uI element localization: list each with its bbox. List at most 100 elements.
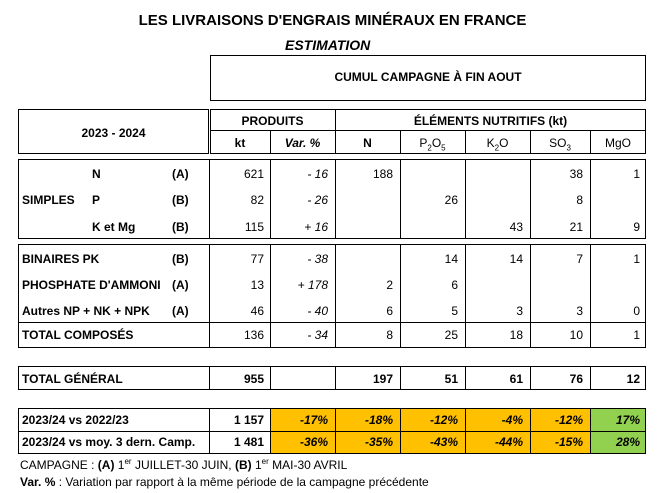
row-so3: -15% [554, 435, 583, 449]
row-campaign: (A) [172, 278, 189, 292]
row-kt: 77 [250, 252, 264, 266]
cmp-vline-n [400, 408, 401, 454]
cmp-vline-p [465, 408, 466, 454]
row-p2o5: -12% [429, 413, 458, 427]
row-name: TOTAL GÉNÉRAL [22, 372, 123, 386]
header-vline-produits [270, 130, 271, 154]
cmp-mg-bg [590, 431, 646, 453]
row-var: - 26 [307, 193, 328, 207]
cmp-mg-bg [590, 409, 646, 431]
composes-vline-p [465, 244, 466, 348]
simples-vline-label [209, 159, 210, 239]
row-var: -36% [299, 435, 328, 449]
header-vline-p [465, 130, 466, 154]
row-var: + 178 [297, 278, 328, 292]
row-var: - 40 [307, 304, 328, 318]
year-label: 2023 - 2024 [81, 126, 146, 140]
total-vline-kt [270, 366, 271, 390]
header-elements: ÉLÉMENTS NUTRITIFS (kt) [413, 114, 568, 128]
row-mgo: 0 [633, 304, 640, 318]
page-subtitle: ESTIMATION [285, 37, 371, 53]
row-mgo: 17% [615, 413, 640, 427]
cmp-p-bg [400, 431, 465, 453]
row-so3: -12% [554, 413, 583, 427]
cmp-vline-label [209, 408, 210, 454]
row-k2o: -44% [494, 435, 523, 449]
row-k2o: -4% [501, 413, 523, 427]
row-name: N [92, 167, 101, 181]
row-kt: 955 [243, 372, 264, 386]
row-k2o: 18 [509, 328, 523, 342]
row-name: K et Mg [92, 220, 136, 234]
header-so3: SO3 [549, 136, 571, 153]
row-p2o5: 14 [444, 252, 458, 266]
row-n: 197 [372, 372, 393, 386]
row-n: 6 [386, 304, 393, 318]
cmp-n-bg [335, 409, 400, 431]
total-general-section [18, 366, 646, 390]
page-title: LES LIVRAISONS D'ENGRAIS MINÉRAUX EN FRA… [138, 12, 527, 29]
row-n: 188 [372, 167, 393, 181]
header-produits: PRODUITS [241, 114, 304, 128]
cmp-k-bg [465, 409, 530, 431]
composes-vline-kt [270, 244, 271, 348]
simples-group-label: SIMPLES [22, 193, 75, 207]
row-n: 2 [386, 278, 393, 292]
row-mgo: 9 [633, 220, 640, 234]
header-p2o5: P2O5 [419, 136, 446, 153]
row-name: 2023/24 vs 2022/23 [22, 413, 129, 427]
cmp-n-bg [335, 431, 400, 453]
cmp-vline-k [530, 408, 531, 454]
row-n: -35% [364, 435, 393, 449]
row-so3: 10 [569, 328, 583, 342]
cmp-vline-kt [270, 408, 271, 454]
period-label: CUMUL CAMPAGNE À FIN AOUT [334, 70, 522, 84]
row-k2o: 61 [509, 372, 523, 386]
cmp-var-bg [270, 431, 335, 453]
row-kt: 13 [250, 278, 264, 292]
row-var: - 34 [307, 328, 328, 342]
composes-vline-n [400, 244, 401, 348]
composes-vline-var [335, 244, 336, 348]
cmp-s-bg [530, 409, 590, 431]
row-so3: 8 [576, 193, 583, 207]
footnote-var: Var. % : Variation par rapport à la même… [20, 475, 429, 489]
row-mgo: 1 [633, 252, 640, 266]
composes-total-divider [18, 322, 646, 323]
row-mgo: 28% [615, 435, 640, 449]
composes-vline-s [590, 244, 591, 348]
row-p2o5: 5 [451, 304, 458, 318]
row-mgo: 1 [633, 328, 640, 342]
header-k2o: K2O [486, 136, 509, 153]
simples-vline-k [530, 159, 531, 239]
cmp-k-bg [465, 431, 530, 453]
total-vline-s [590, 366, 591, 390]
column-header-box [210, 109, 646, 154]
header-vline-elements [335, 109, 336, 154]
row-n: 8 [386, 328, 393, 342]
header-vline-n [400, 130, 401, 154]
row-campaign: (B) [172, 193, 189, 207]
composes-vline-k [530, 244, 531, 348]
row-p2o5: 6 [451, 278, 458, 292]
header-mgo: MgO [604, 136, 631, 150]
simples-vline-kt [270, 159, 271, 239]
cmp-s-bg [530, 431, 590, 453]
row-mgo: 12 [626, 372, 640, 386]
row-k2o: 14 [509, 252, 523, 266]
simples-vline-p [465, 159, 466, 239]
header-kt: kt [234, 136, 246, 150]
row-kt: 46 [250, 304, 264, 318]
row-p2o5: 51 [444, 372, 458, 386]
row-kt: 136 [243, 328, 264, 342]
period-header-box [210, 55, 646, 101]
row-p2o5: 25 [444, 328, 458, 342]
header-vline-k [530, 130, 531, 154]
row-campaign: (B) [172, 252, 189, 266]
row-name: PHOSPHATE D'AMMONI [22, 278, 161, 292]
row-so3: 21 [569, 220, 583, 234]
row-name: 2023/24 vs moy. 3 dern. Camp. [22, 435, 196, 449]
row-name: Autres NP + NK + NPK [22, 304, 150, 318]
header-vline-s [590, 130, 591, 154]
total-vline-var [335, 366, 336, 390]
